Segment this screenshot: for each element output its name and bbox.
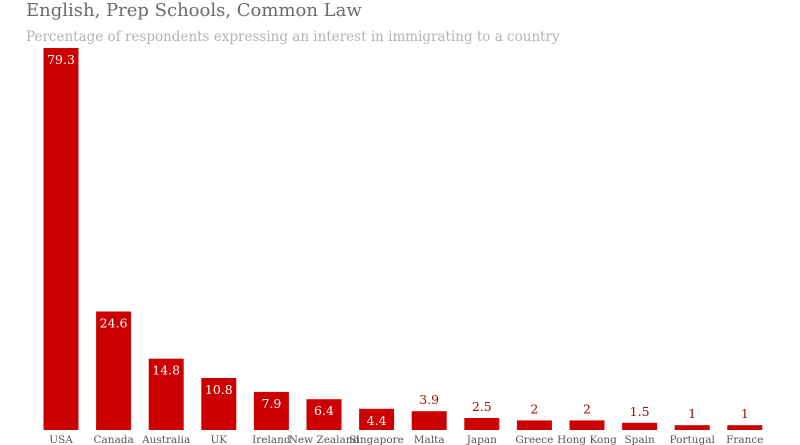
tick-label-new-zealand: New Zealand [289, 434, 360, 445]
tick-label-malta: Malta [414, 434, 445, 445]
bar-singapore [359, 408, 395, 430]
bar-canada [96, 311, 132, 430]
bar-australia [148, 358, 184, 430]
bar-malta [411, 411, 447, 430]
tick-label-portugal: Portugal [670, 434, 716, 445]
value-label-spain: 1.5 [630, 404, 650, 419]
chart-subtitle: Percentage of respondents expressing an … [26, 29, 560, 45]
tick-label-australia: Australia [141, 434, 190, 445]
value-label-australia: 14.8 [152, 363, 180, 378]
tick-label-greece: Greece [515, 434, 553, 445]
tick-label-hong-kong: Hong Kong [557, 434, 617, 445]
value-label-greece: 2 [530, 401, 538, 416]
tick-label-uk: UK [210, 434, 227, 445]
value-label-singapore: 4.4 [367, 413, 387, 428]
value-label-new-zealand: 6.4 [314, 403, 334, 418]
value-label-canada: 24.6 [100, 316, 128, 331]
tick-label-france: France [726, 434, 763, 445]
tick-label-japan: Japan [466, 434, 497, 445]
tick-label-ireland: Ireland [252, 434, 291, 445]
bar-usa [43, 48, 79, 430]
bar-uk [201, 378, 237, 430]
value-label-uk: 10.8 [205, 382, 233, 397]
tick-label-singapore: Singapore [349, 434, 404, 445]
tick-label-usa: USA [49, 434, 73, 445]
bar-japan [464, 418, 500, 430]
value-label-usa: 79.3 [47, 52, 75, 67]
value-label-portugal: 1 [688, 406, 696, 421]
bar-greece [516, 420, 552, 430]
value-label-malta: 3.9 [419, 392, 439, 407]
bar-new-zealand [306, 399, 342, 430]
chart-title: English, Prep Schools, Common Law [26, 0, 362, 21]
value-label-japan: 2.5 [472, 399, 492, 414]
bar-ireland [253, 391, 289, 430]
tick-label-canada: Canada [93, 434, 133, 445]
bar-france [727, 425, 763, 430]
value-label-france: 1 [741, 406, 749, 421]
value-label-ireland: 7.9 [261, 396, 281, 411]
value-label-hong-kong: 2 [583, 401, 591, 416]
tick-label-spain: Spain [624, 434, 655, 445]
bar-hong-kong [569, 420, 605, 430]
bar-portugal [674, 425, 710, 430]
bar-spain [622, 422, 658, 430]
